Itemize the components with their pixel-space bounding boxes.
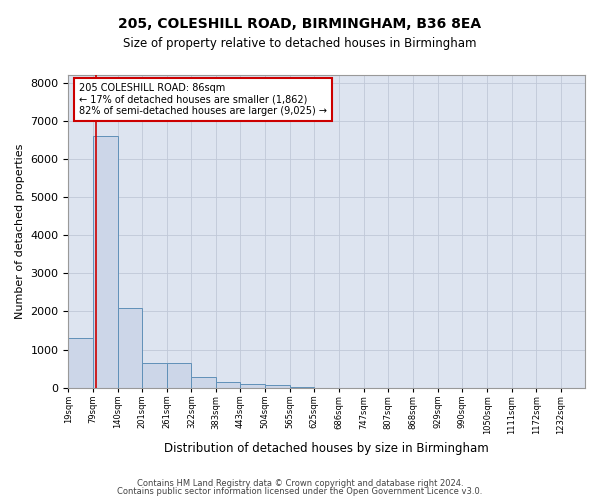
Bar [265,385,290,388]
Bar [216,382,241,388]
Text: Size of property relative to detached houses in Birmingham: Size of property relative to detached ho… [123,38,477,51]
Y-axis label: Number of detached properties: Number of detached properties [15,144,25,319]
Bar [241,384,265,388]
Bar [118,308,142,388]
Bar [191,377,216,388]
Text: 205, COLESHILL ROAD, BIRMINGHAM, B36 8EA: 205, COLESHILL ROAD, BIRMINGHAM, B36 8EA [118,18,482,32]
Bar [142,363,167,388]
Text: 205 COLESHILL ROAD: 86sqm
← 17% of detached houses are smaller (1,862)
82% of se: 205 COLESHILL ROAD: 86sqm ← 17% of detac… [79,83,327,116]
Bar [93,136,118,388]
X-axis label: Distribution of detached houses by size in Birmingham: Distribution of detached houses by size … [164,442,489,455]
Text: Contains HM Land Registry data © Crown copyright and database right 2024.: Contains HM Land Registry data © Crown c… [137,478,463,488]
Bar [167,364,191,388]
Text: Contains public sector information licensed under the Open Government Licence v3: Contains public sector information licen… [118,487,482,496]
Bar [68,338,93,388]
